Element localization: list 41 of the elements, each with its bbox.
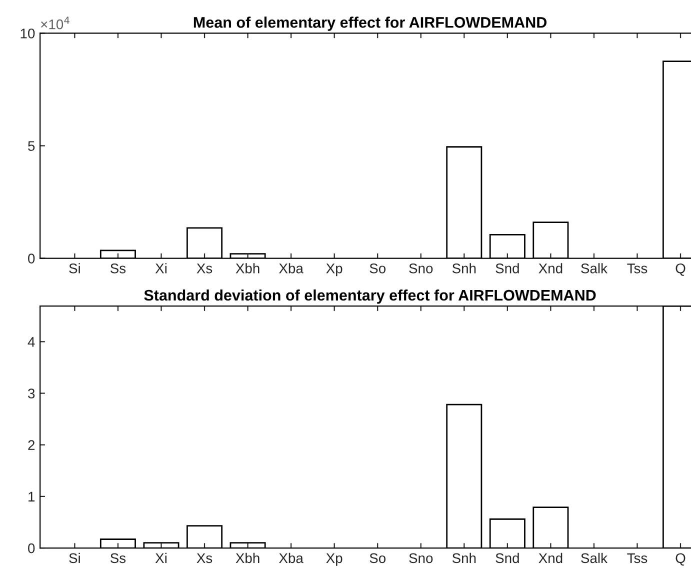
x-tick-label: Salk [581,552,608,564]
chart-title: Standard deviation of elementary effect for AIRFLOWDEMAND [144,289,596,304]
x-tick-label: Sno [409,553,433,564]
y-tick-label: 3 [28,388,35,398]
x-tick-label: Xi [155,263,166,274]
x-tick-label: Xs [196,264,212,274]
x-tick-label: Xp [326,553,342,566]
text: ×10$^{4}$ [41,16,70,30]
x-tick-label: So [370,553,386,564]
y-tick-label: 0 [28,254,35,264]
x-tick-label: Xba [279,552,304,564]
y-tick-label: 10 [20,28,35,38]
x-tick-label: Ss [110,553,126,564]
y-tick-label: 1 [28,492,35,502]
x-tick-label: Xi [155,552,166,563]
x-tick-label: Snh [452,263,476,274]
x-tick-label: Snd [496,263,519,274]
x-tick-label: Q [676,553,686,566]
x-tick-label: Snd [496,552,519,564]
x-tick-label: Tss [627,264,648,274]
x-tick-label: Xp [326,264,342,276]
y-tick-label: 5 [28,141,35,151]
x-tick-label: Salk [581,263,608,274]
x-tick-label: Xbh [236,263,260,274]
x-tick-label: So [370,263,386,274]
x-tick-label: Xbh [236,552,260,564]
chart-title: Mean of elementary effect for AIRFLOWDEMAND [194,16,547,31]
x-tick-label: Tss [627,553,648,564]
y-tick-label: 0 [28,543,35,554]
x-tick-label: Sno [409,263,433,274]
x-tick-label: Ss [110,263,126,274]
y-tick-label: 2 [28,440,35,450]
x-tick-label: Snh [452,552,476,564]
x-tick-label: Xnd [538,552,562,564]
y-tick-label: 4 [28,337,35,347]
x-tick-label: Si [69,552,80,564]
x-tick-label: Xs [196,553,212,564]
x-tick-label: Xba [279,263,304,274]
x-tick-label: Si [69,263,80,274]
x-tick-label: Xnd [538,263,562,274]
x-tick-label: Q [676,263,686,276]
